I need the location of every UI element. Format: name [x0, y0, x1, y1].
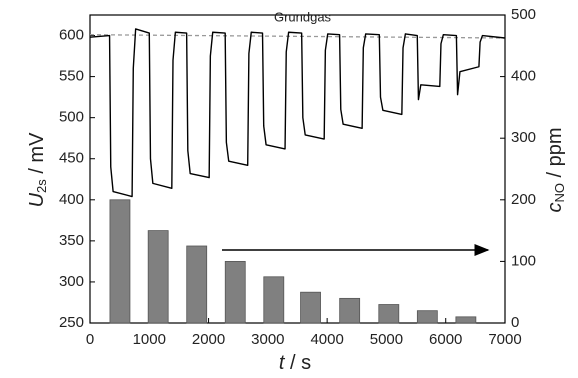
x-axis-label: t / s	[279, 352, 311, 374]
y2-axis-label: cNO / ppm	[544, 127, 567, 212]
x-tick-label: 6000	[429, 331, 462, 348]
y2-tick-label: 500	[511, 6, 536, 23]
plot-frame	[89, 14, 506, 324]
x-tick-label: 4000	[310, 331, 343, 348]
bar	[224, 260, 246, 324]
signal-line	[89, 28, 506, 198]
bar	[147, 230, 169, 324]
x-tick-label: 1000	[133, 331, 166, 348]
y-tick-label: 450	[59, 150, 84, 167]
x-tick-label: 0	[86, 331, 94, 348]
y-tick-label: 300	[59, 273, 84, 290]
x-tick-label: 5000	[370, 331, 403, 348]
y2-tick-label: 400	[511, 68, 536, 85]
bar	[186, 245, 208, 324]
x-tick-label: 3000	[251, 331, 284, 348]
reference-label: Grundgas	[274, 9, 332, 24]
bar	[378, 304, 400, 324]
bar	[300, 291, 321, 324]
bar	[416, 310, 438, 324]
y2-tick-label: 200	[511, 191, 536, 208]
y2-tick-label: 300	[511, 129, 536, 146]
y2-tick-label: 100	[511, 252, 536, 269]
y-tick-label: 600	[59, 27, 84, 44]
bar	[263, 276, 285, 324]
bar	[109, 199, 131, 324]
bar	[455, 316, 477, 324]
y-tick-label: 500	[59, 109, 84, 126]
y-tick-label: 250	[59, 314, 84, 331]
reference-line	[89, 34, 506, 39]
x-tick-label: 2000	[192, 331, 225, 348]
bar	[339, 297, 361, 324]
x-tick-label: 7000	[488, 331, 521, 348]
y-tick-label: 550	[59, 68, 84, 85]
y-tick-label: 350	[59, 232, 84, 249]
y2-tick-label: 0	[511, 314, 519, 331]
y-axis-label: U2s / mV	[26, 132, 49, 208]
y-tick-label: 400	[59, 191, 84, 208]
